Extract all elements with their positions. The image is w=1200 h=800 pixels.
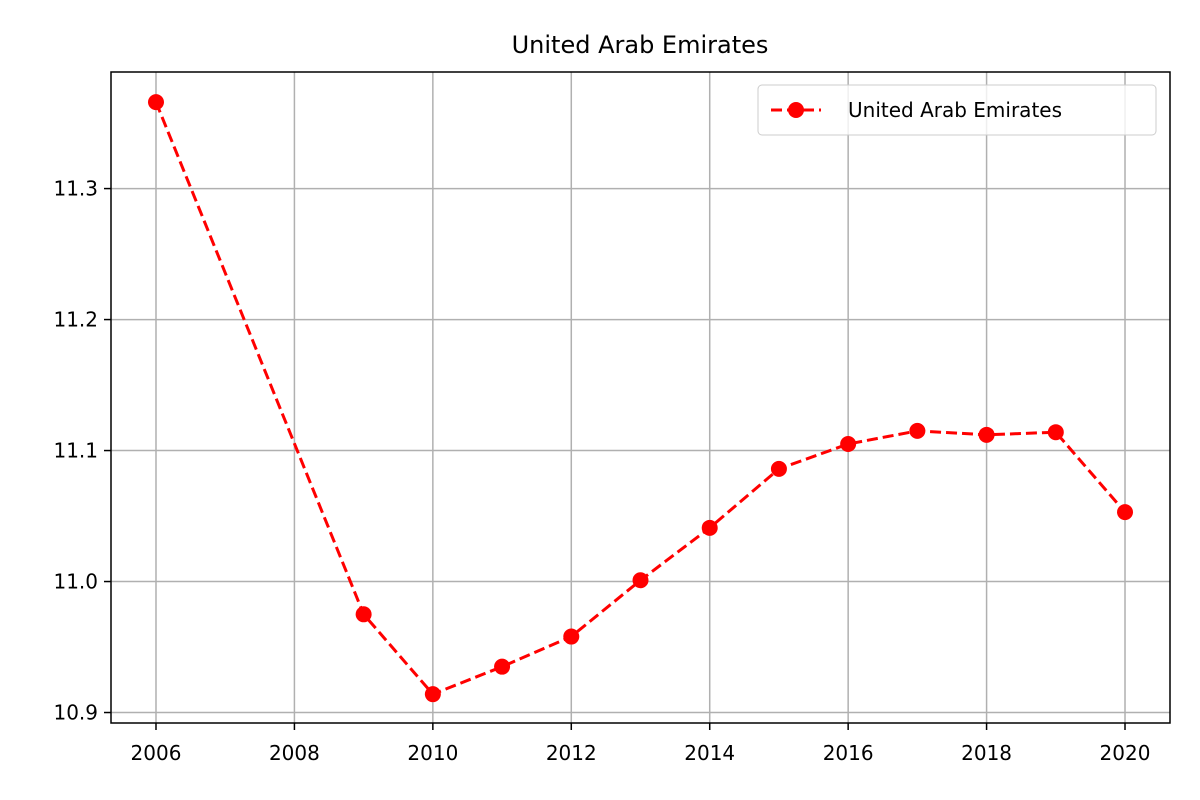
- x-tick-label: 2010: [407, 741, 458, 765]
- y-tick-label: 11.3: [53, 177, 98, 201]
- legend: United Arab Emirates: [757, 84, 1157, 136]
- x-tick-label: 2008: [269, 741, 320, 765]
- series-layer: [147, 94, 1134, 703]
- legend-marker: [788, 102, 804, 118]
- y-axis: 10.9 11.0 11.1 11.2 11.3: [53, 177, 111, 725]
- x-tick-label: 2014: [684, 741, 735, 765]
- x-tick-label: 2006: [131, 741, 182, 765]
- legend-box: [757, 84, 1157, 136]
- x-axis: 2006 2008 2010 2012 2014 2016 2018 2020: [131, 723, 1151, 765]
- y-tick-label: 10.9: [53, 701, 98, 725]
- y-tick-label: 11.0: [53, 570, 98, 594]
- data-point: [701, 519, 718, 536]
- data-point: [494, 658, 511, 675]
- data-point: [632, 572, 649, 589]
- x-tick-label: 2016: [823, 741, 874, 765]
- data-point: [563, 628, 580, 645]
- grid: [111, 72, 1170, 723]
- legend-label: United Arab Emirates: [848, 98, 1062, 122]
- y-tick-label: 11.1: [53, 439, 98, 463]
- data-point: [909, 422, 926, 439]
- x-tick-label: 2012: [546, 741, 597, 765]
- x-tick-label: 2018: [961, 741, 1012, 765]
- data-point: [355, 606, 372, 623]
- data-point: [1117, 504, 1134, 521]
- data-point: [424, 686, 441, 703]
- data-point: [1047, 424, 1064, 441]
- data-point: [840, 436, 857, 452]
- plot-frame: [110, 71, 1171, 724]
- chart-title: United Arab Emirates: [512, 31, 769, 59]
- x-tick-label: 2020: [1100, 741, 1151, 765]
- y-tick-label: 11.2: [53, 308, 98, 332]
- series-line: [154, 101, 1127, 696]
- data-point: [978, 426, 995, 443]
- data-point: [770, 460, 787, 477]
- data-point: [147, 94, 164, 111]
